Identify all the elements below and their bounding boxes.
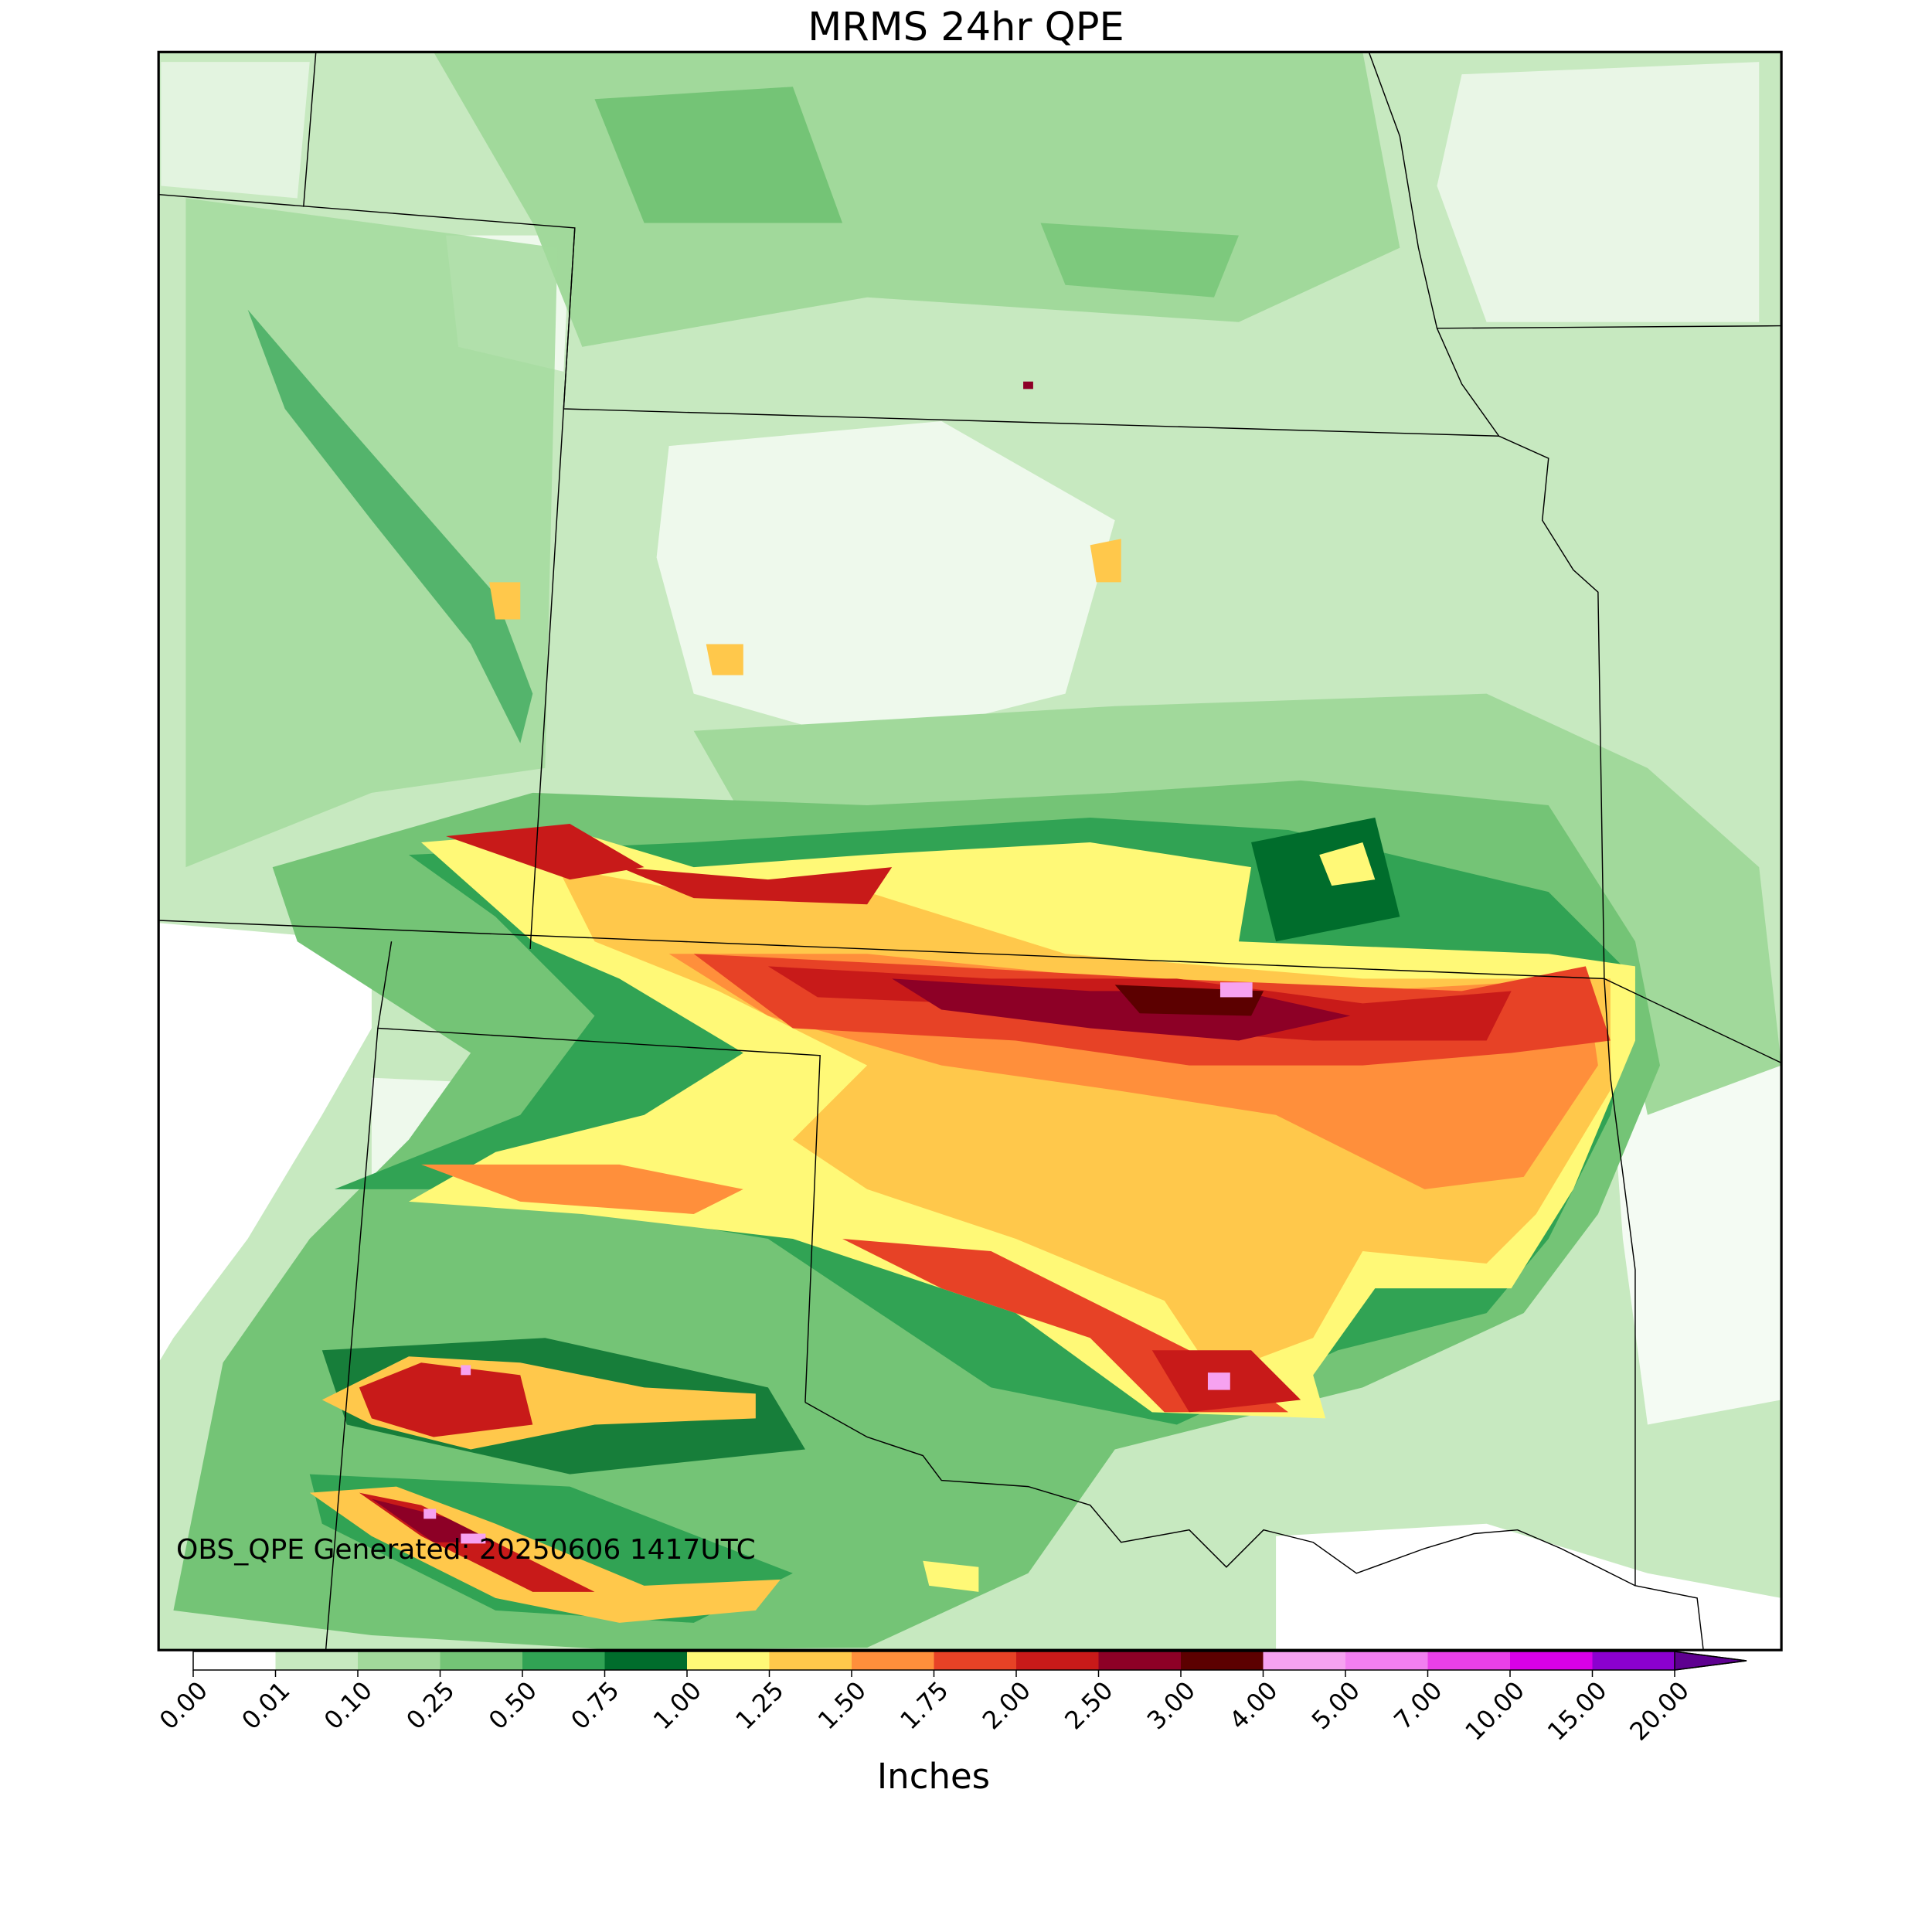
colorbar-tick-label: 0.01 [236, 1675, 295, 1735]
colorbar-segment [358, 1651, 440, 1670]
colorbar: 0.00 0.01 0.10 0.25 0.50 0.75 1.00 1.25 1.50 1.75… [154, 1651, 1747, 1747]
colorbar-tick-label: 20.00 [1624, 1675, 1695, 1747]
colorbar-segment [1016, 1651, 1099, 1670]
colorbar-tick-label: 0.50 [483, 1675, 543, 1735]
colorbar-tick-label: 1.75 [894, 1675, 954, 1735]
precip-map [157, 50, 1783, 1651]
colorbar-segment [193, 1651, 276, 1670]
colorbar-segment [1263, 1651, 1346, 1670]
colorbar-segment [1592, 1651, 1675, 1670]
colorbar-tick-label: 3.00 [1141, 1675, 1201, 1735]
colorbar-tick-label: 4.00 [1223, 1675, 1283, 1735]
colorbar-tick-label: 1.25 [730, 1675, 789, 1735]
colorbar-segment [522, 1651, 605, 1670]
colorbar-tick-label: 2.50 [1059, 1675, 1118, 1735]
colorbar-tick-label: 5.00 [1306, 1675, 1366, 1735]
colorbar-segment [1181, 1651, 1264, 1670]
colorbar-tick-label: 15.00 [1542, 1675, 1613, 1747]
generated-annotation: OBS_QPE Generated: 20250606 1417UTC [176, 1534, 756, 1566]
colorbar-segment [1098, 1651, 1182, 1670]
colorbar-segment [604, 1651, 688, 1670]
map-title: MRMS 24hr QPE [808, 5, 1124, 50]
colorbar-tick-label: 10.00 [1459, 1675, 1530, 1747]
colorbar-tick-label: 0.00 [154, 1675, 213, 1735]
colorbar-segment [440, 1651, 523, 1670]
colorbar-segment [1345, 1651, 1428, 1670]
colorbar-tick-label: 1.50 [812, 1675, 872, 1735]
colorbar-tick-label: 7.00 [1388, 1675, 1447, 1735]
colorbar-segment [852, 1651, 934, 1670]
state-borders [158, 52, 1782, 1651]
colorbar-segment [1510, 1651, 1593, 1670]
colorbar-segment [275, 1651, 359, 1670]
colorbar-outline [192, 1651, 1747, 1671]
colorbar-extension [1674, 1651, 1747, 1671]
precip-field [158, 52, 1782, 1651]
colorbar-segment [1427, 1651, 1511, 1670]
colorbar-segment [934, 1651, 1017, 1670]
colorbar-segment [769, 1651, 852, 1670]
colorbar-tick-label: 0.25 [400, 1675, 460, 1735]
colorbar-segment [687, 1651, 770, 1670]
map-frame [157, 50, 1783, 1651]
colorbar-tick-label: 0.10 [318, 1675, 378, 1735]
colorbar-tick-label: 2.00 [977, 1675, 1036, 1735]
colorbar-tick-label: 0.75 [565, 1675, 624, 1735]
colorbar-label: Inches [877, 1756, 990, 1797]
colorbar-tick-label: 1.00 [648, 1675, 707, 1735]
